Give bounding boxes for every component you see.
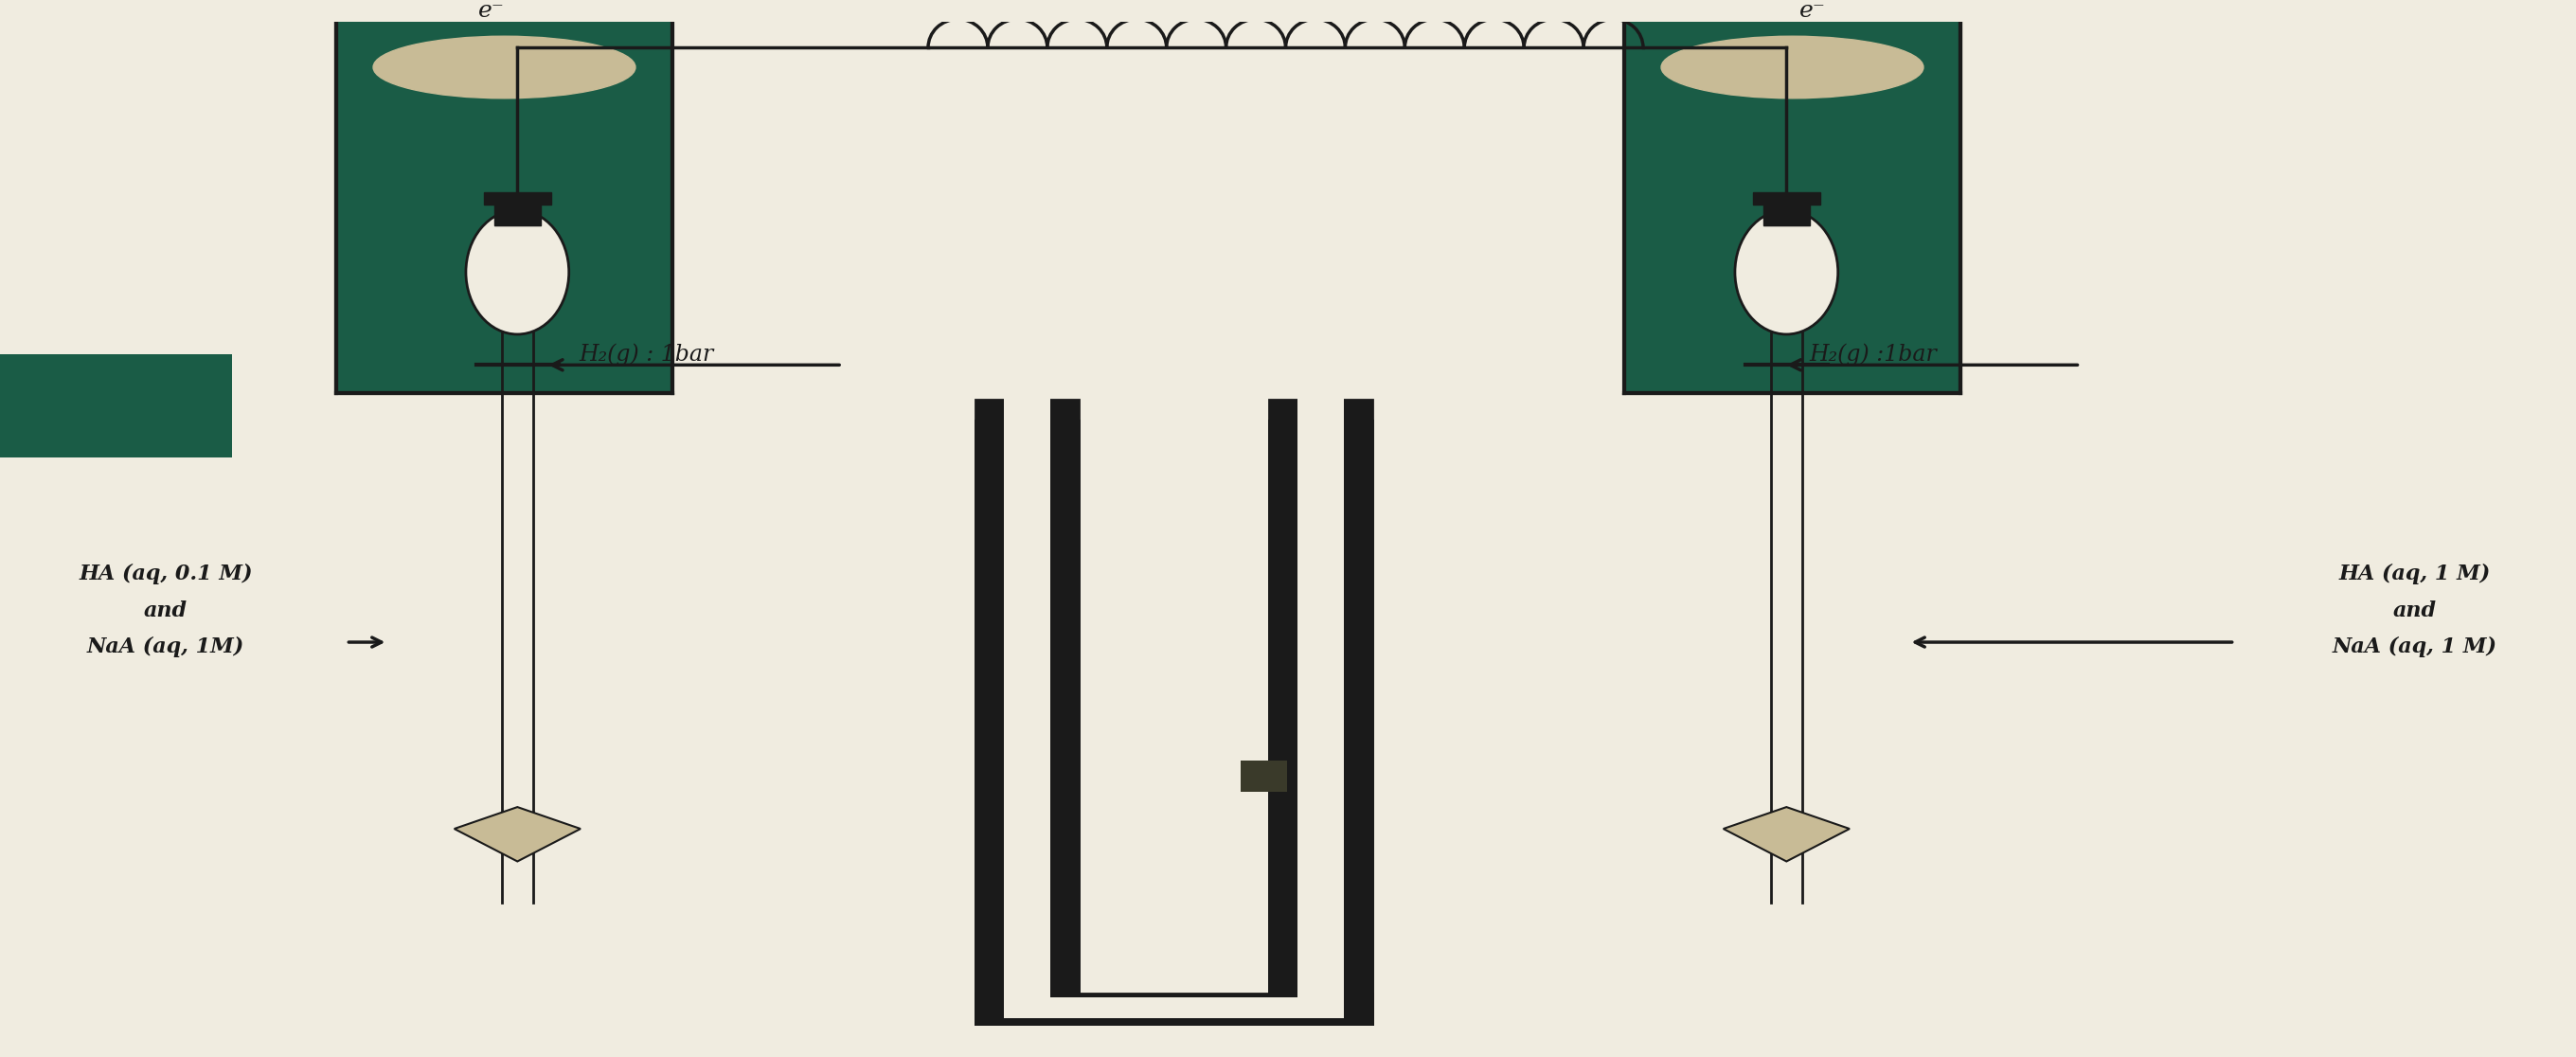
Text: e⁻: e⁻ xyxy=(479,0,505,22)
Text: and: and xyxy=(2393,600,2437,622)
Text: HA (aq, 0.1 M): HA (aq, 0.1 M) xyxy=(80,563,252,585)
Bar xyxy=(1005,389,1051,1013)
Text: NaA (aq, 1 M): NaA (aq, 1 M) xyxy=(2334,636,2496,657)
Bar xyxy=(0,354,232,458)
Bar xyxy=(1270,400,1373,1023)
Text: HA (aq, 1 M): HA (aq, 1 M) xyxy=(2339,563,2491,585)
Bar xyxy=(801,0,1780,31)
Bar xyxy=(495,200,541,225)
Bar xyxy=(976,994,1373,1023)
Bar xyxy=(484,192,551,205)
Text: H₂(g) : 1bar: H₂(g) : 1bar xyxy=(580,344,714,366)
Bar xyxy=(1752,192,1819,205)
Bar xyxy=(976,400,1079,1023)
Text: e⁻: e⁻ xyxy=(1798,0,1826,22)
Bar xyxy=(1005,999,1345,1013)
Bar xyxy=(1005,409,1051,1013)
Bar xyxy=(976,999,1373,1023)
Ellipse shape xyxy=(1662,36,1924,98)
Bar xyxy=(337,0,672,393)
Bar xyxy=(1298,409,1345,1013)
Bar xyxy=(1762,200,1808,225)
Text: H₂(g) :1bar: H₂(g) :1bar xyxy=(1808,344,1937,366)
Ellipse shape xyxy=(466,210,569,334)
Bar xyxy=(1242,761,1288,792)
Bar xyxy=(1625,0,1960,393)
Text: and: and xyxy=(144,600,188,622)
Ellipse shape xyxy=(1736,210,1839,334)
Polygon shape xyxy=(453,808,580,861)
Polygon shape xyxy=(1723,808,1850,861)
Bar xyxy=(1005,997,1345,1018)
Text: NaA (aq, 1M): NaA (aq, 1M) xyxy=(88,636,245,657)
Bar xyxy=(976,421,1079,1023)
Bar xyxy=(672,0,1625,393)
Bar xyxy=(1298,389,1345,1013)
Bar xyxy=(1270,421,1373,1023)
Ellipse shape xyxy=(374,36,636,98)
